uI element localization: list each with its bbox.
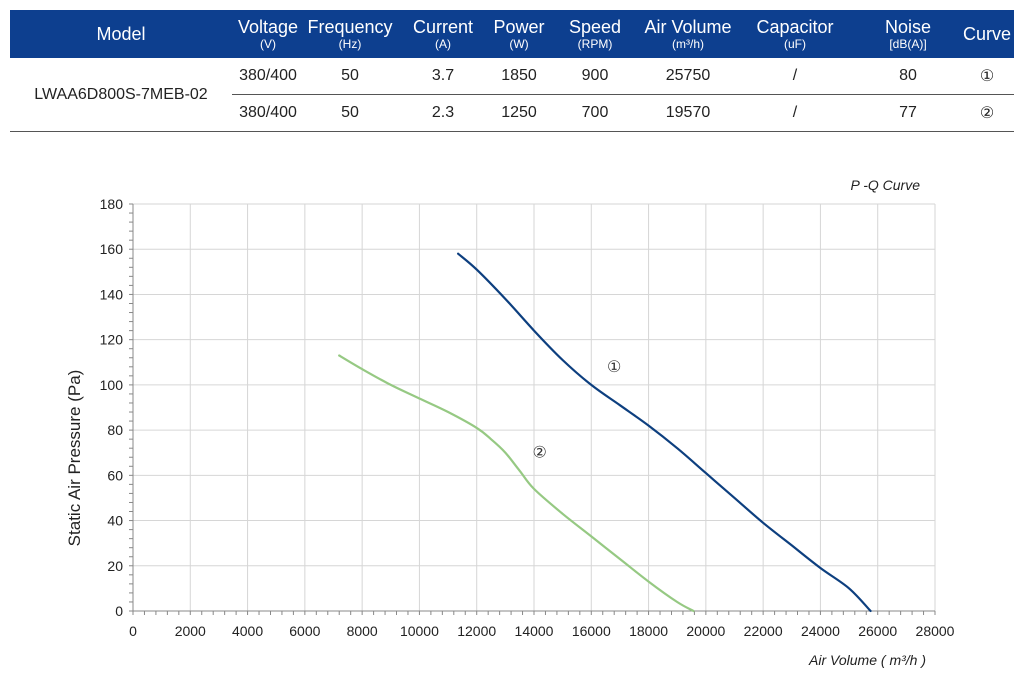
series-line-2: [338, 354, 695, 613]
cell-voltage: 380/400: [232, 94, 304, 132]
x-tick-label: 10000: [400, 623, 439, 639]
x-tick-label: 6000: [289, 623, 320, 639]
y-tick-label: 100: [100, 377, 124, 393]
header-model: Model: [10, 10, 232, 58]
cell-air-volume: 19570: [642, 94, 734, 132]
chart-svg: 0 2000 4000 6000 8000 10000 12000 14000 16000 180…: [65, 177, 955, 668]
header-curve: Curve: [960, 10, 1014, 58]
chart-title: P -Q Curve: [851, 177, 921, 193]
cell-frequency: 50: [304, 58, 396, 95]
series-group: ①②: [338, 252, 872, 613]
x-tick-label: 0: [129, 623, 137, 639]
series-label-2: ②: [533, 445, 547, 462]
y-tick-label: 160: [100, 241, 124, 257]
cell-power: 1850: [490, 58, 548, 95]
x-tick-label: 12000: [457, 623, 496, 639]
y-tick-label: 140: [100, 286, 124, 302]
y-tick-label: 20: [107, 558, 123, 574]
x-tick-label: 18000: [629, 623, 668, 639]
header-frequency: Frequency (Hz): [304, 10, 396, 58]
y-tick-label: 120: [100, 332, 124, 348]
x-tick-label: 4000: [232, 623, 263, 639]
x-axis-label: Air Volume ( m³/h ): [808, 652, 926, 668]
x-tick-label: 2000: [175, 623, 206, 639]
model-cell: LWAA6D800S-7MEB-02: [10, 58, 232, 132]
cell-speed: 700: [548, 94, 642, 132]
header-capacitor: Capacitor (uF): [734, 10, 856, 58]
x-tick-label: 14000: [515, 623, 554, 639]
axis-ticks: 0 2000 4000 6000 8000 10000 12000 14000 16000 180…: [100, 196, 955, 639]
x-tick-label: 24000: [801, 623, 840, 639]
x-tick-label: 16000: [572, 623, 611, 639]
cell-current: 2.3: [396, 94, 490, 132]
y-tick-label: 0: [115, 603, 123, 619]
x-tick-label: 20000: [686, 623, 725, 639]
y-tick-label: 180: [100, 196, 124, 212]
cell-power: 1250: [490, 94, 548, 132]
cell-curve: ①: [960, 58, 1014, 95]
header-current: Current (A): [396, 10, 490, 58]
pq-chart: 0 2000 4000 6000 8000 10000 12000 14000 16000 180…: [0, 160, 1024, 679]
header-speed: Speed (RPM): [548, 10, 642, 58]
y-tick-label: 80: [107, 422, 123, 438]
cell-frequency: 50: [304, 94, 396, 132]
header-voltage: Voltage (V): [232, 10, 304, 58]
grid: [132, 203, 936, 612]
table-header-row: Model Voltage (V) Frequency (Hz) Current (A…: [10, 10, 1014, 58]
x-tick-label: 28000: [916, 623, 955, 639]
table-row: LWAA6D800S-7MEB-02 380/400 50 3.7 1850 9…: [10, 58, 1014, 132]
y-tick-label: 60: [107, 467, 123, 483]
cell-speed: 900: [548, 58, 642, 95]
series-line-1: [457, 252, 872, 613]
x-tick-label: 26000: [858, 623, 897, 639]
header-air-volume: Air Volume (m³/h): [642, 10, 734, 58]
spec-table: Model Voltage (V) Frequency (Hz) Current (A…: [10, 10, 1014, 132]
cell-voltage: 380/400: [232, 58, 304, 95]
header-noise: Noise [dB(A)]: [856, 10, 960, 58]
cell-capacitor: /: [734, 94, 856, 132]
cell-noise: 80: [856, 58, 960, 95]
x-tick-label: 22000: [744, 623, 783, 639]
header-power: Power (W): [490, 10, 548, 58]
y-tick-label: 40: [107, 513, 123, 529]
cell-current: 3.7: [396, 58, 490, 95]
y-axis-label: Static Air Pressure (Pa): [65, 370, 84, 547]
series-label-1: ①: [607, 359, 621, 376]
cell-capacitor: /: [734, 58, 856, 95]
x-tick-label: 8000: [347, 623, 378, 639]
table-row: 380/400 50 2.3 1250 700 19570 / 77 ②: [10, 94, 1014, 132]
cell-curve: ②: [960, 94, 1014, 132]
cell-air-volume: 25750: [642, 58, 734, 95]
cell-noise: 77: [856, 94, 960, 132]
